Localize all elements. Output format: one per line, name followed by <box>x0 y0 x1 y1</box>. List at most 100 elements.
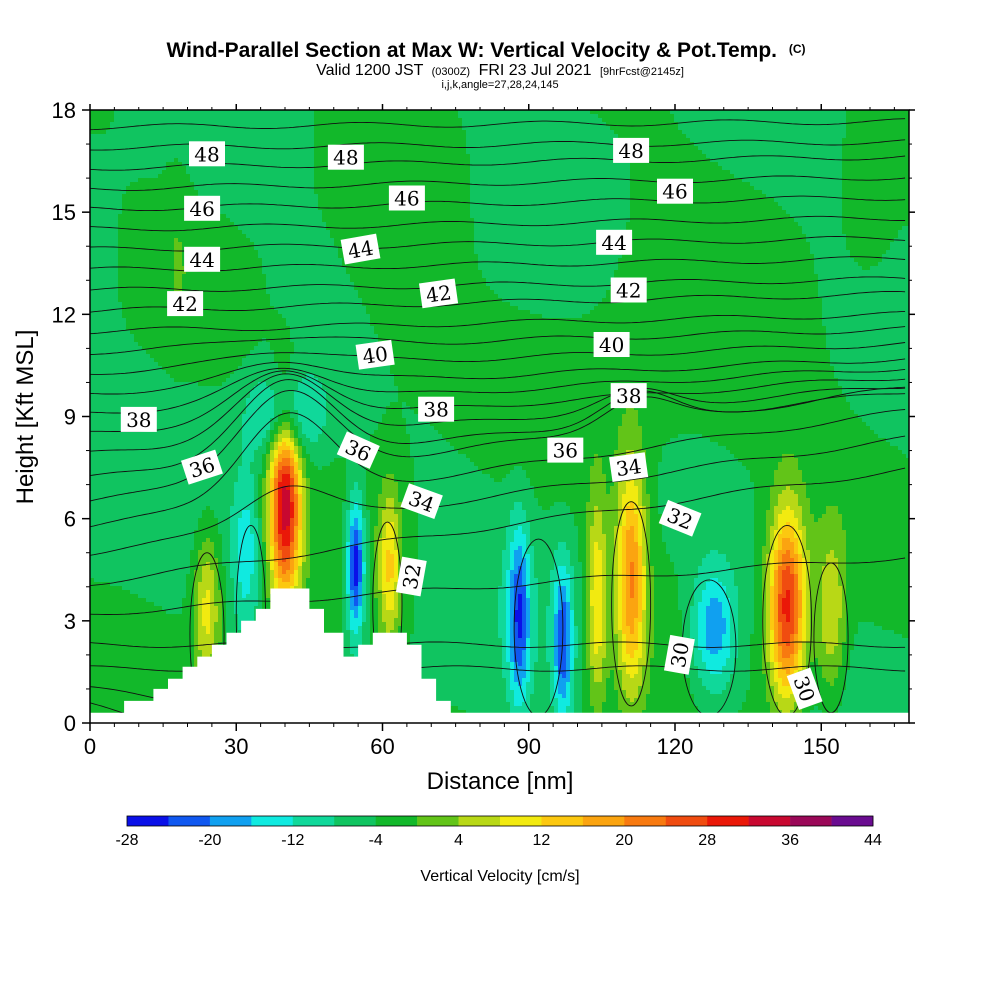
velocity-cell <box>418 146 423 151</box>
velocity-cell <box>394 118 399 123</box>
velocity-cell <box>134 186 139 191</box>
velocity-cell <box>574 194 579 199</box>
velocity-cell <box>166 154 171 159</box>
velocity-cell <box>738 146 743 151</box>
velocity-cell <box>374 158 379 163</box>
velocity-cell <box>146 118 151 123</box>
velocity-cell <box>518 198 523 203</box>
velocity-cell <box>506 118 511 123</box>
velocity-cell <box>334 198 339 203</box>
velocity-cell <box>522 194 527 199</box>
velocity-cell <box>746 130 751 135</box>
velocity-cell <box>266 170 271 175</box>
velocity-cell <box>454 170 459 175</box>
velocity-cell <box>486 150 491 155</box>
velocity-cell <box>258 154 263 159</box>
velocity-cell <box>458 118 463 123</box>
velocity-cell <box>302 194 307 199</box>
velocity-cell <box>446 186 451 191</box>
velocity-cell <box>786 134 791 139</box>
velocity-cell <box>846 182 851 187</box>
velocity-cell <box>534 162 539 167</box>
velocity-cell <box>114 170 119 175</box>
velocity-cell <box>742 114 747 119</box>
velocity-cell <box>166 174 171 179</box>
velocity-cell <box>354 130 359 135</box>
velocity-cell <box>806 126 811 131</box>
velocity-cell <box>274 154 279 159</box>
velocity-cell <box>154 198 159 203</box>
velocity-cell <box>850 194 855 199</box>
velocity-cell <box>378 162 383 167</box>
velocity-cell <box>578 126 583 131</box>
velocity-cell <box>706 154 711 159</box>
velocity-cell <box>466 122 471 127</box>
velocity-cell <box>622 110 627 115</box>
velocity-cell <box>414 182 419 187</box>
velocity-cell <box>482 154 487 159</box>
velocity-cell <box>218 178 223 183</box>
velocity-cell <box>154 202 159 207</box>
velocity-cell <box>798 190 803 195</box>
velocity-cell <box>826 186 831 191</box>
velocity-cell <box>894 110 899 115</box>
velocity-cell <box>342 202 347 207</box>
velocity-cell <box>614 174 619 179</box>
velocity-cell <box>846 198 851 203</box>
velocity-cell <box>650 162 655 167</box>
velocity-cell <box>178 166 183 171</box>
velocity-cell <box>434 146 439 151</box>
velocity-cell <box>838 122 843 127</box>
velocity-cell <box>594 146 599 151</box>
velocity-cell <box>274 170 279 175</box>
velocity-cell <box>714 110 719 115</box>
velocity-cell <box>522 186 527 191</box>
velocity-cell <box>762 166 767 171</box>
velocity-cell <box>598 174 603 179</box>
velocity-cell <box>622 178 627 183</box>
velocity-cell <box>238 110 243 115</box>
velocity-cell <box>722 130 727 135</box>
velocity-cell <box>446 138 451 143</box>
velocity-cell <box>478 174 483 179</box>
velocity-cell <box>190 186 195 191</box>
velocity-cell <box>362 130 367 135</box>
velocity-cell <box>298 162 303 167</box>
velocity-cell <box>718 114 723 119</box>
velocity-cell <box>238 198 243 203</box>
velocity-cell <box>538 186 543 191</box>
velocity-cell <box>854 126 859 131</box>
velocity-cell <box>298 126 303 131</box>
velocity-cell <box>782 146 787 151</box>
velocity-cell <box>402 162 407 167</box>
velocity-cell <box>350 126 355 131</box>
velocity-cell <box>886 130 891 135</box>
velocity-cell <box>826 114 831 119</box>
velocity-cell <box>450 122 455 127</box>
velocity-cell <box>442 202 447 207</box>
velocity-cell <box>778 110 783 115</box>
velocity-cell <box>542 198 547 203</box>
velocity-cell <box>594 130 599 135</box>
velocity-cell <box>286 170 291 175</box>
velocity-cell <box>518 138 523 143</box>
velocity-cell <box>278 118 283 123</box>
velocity-cell <box>466 186 471 191</box>
velocity-cell <box>626 198 631 203</box>
velocity-cell <box>486 186 491 191</box>
velocity-cell <box>802 162 807 167</box>
velocity-cell <box>178 138 183 143</box>
velocity-cell <box>822 146 827 151</box>
velocity-cell <box>782 198 787 203</box>
velocity-cell <box>218 122 223 127</box>
velocity-cell <box>718 158 723 163</box>
velocity-cell <box>122 170 127 175</box>
velocity-cell <box>274 142 279 147</box>
velocity-cell <box>742 122 747 127</box>
velocity-cell <box>514 126 519 131</box>
velocity-cell <box>426 190 431 195</box>
velocity-cell <box>774 158 779 163</box>
velocity-cell <box>574 114 579 119</box>
velocity-cell <box>702 150 707 155</box>
velocity-cell <box>194 134 199 139</box>
